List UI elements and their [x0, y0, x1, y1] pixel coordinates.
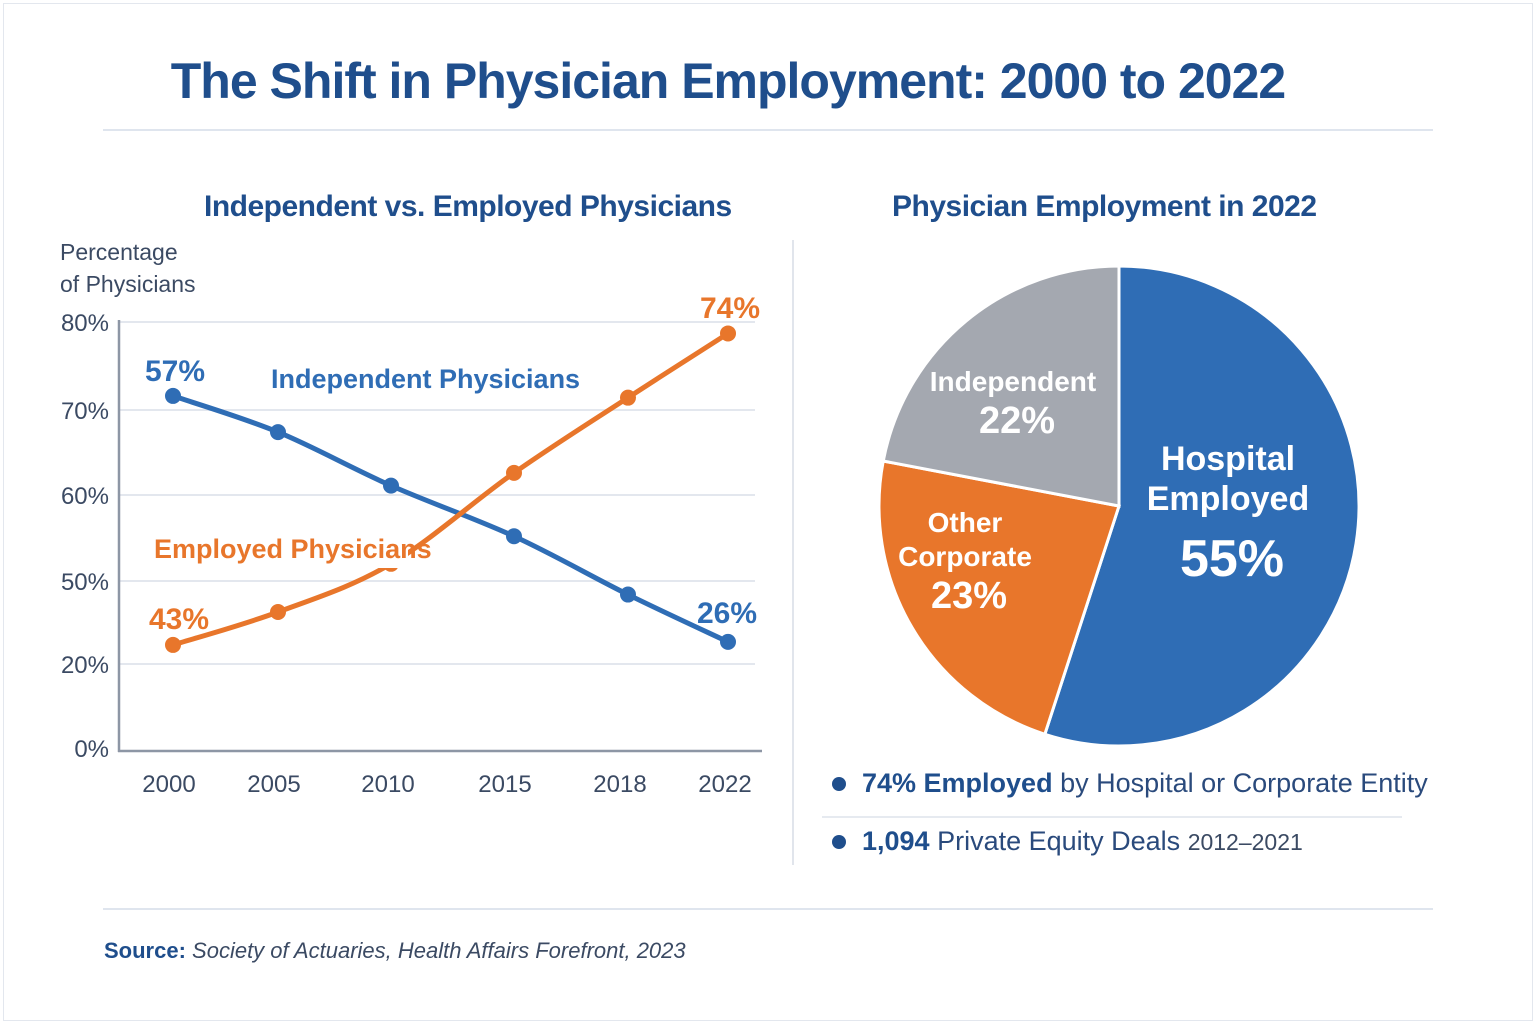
employed-end-label: 74% — [700, 292, 760, 325]
x-tick-label: 2010 — [361, 771, 414, 798]
pie-slice-label: Hospital — [1161, 440, 1295, 478]
bullet-bold: 1,094 — [862, 826, 930, 856]
bullet-text: Private Equity Deals — [929, 826, 1188, 856]
bullet-dot-icon — [832, 834, 846, 849]
bullet-employed: 74% Employed by Hospital or Corporate En… — [832, 768, 1428, 799]
pie-slice-label: Other — [928, 507, 1003, 538]
pie-slice — [881, 264, 1121, 508]
source-text: Society of Actuaries, Health Affairs For… — [185, 938, 686, 963]
pie-slice-value: 23% — [931, 575, 1007, 617]
y-axis-label: Percentage of Physicians — [60, 236, 196, 300]
x-tick-label: 2018 — [593, 771, 646, 798]
y-tick-label: 70% — [61, 398, 109, 425]
independent-series-label: Independent Physicians — [271, 364, 580, 394]
x-tick-label: 2015 — [478, 771, 531, 798]
bullet-small: 2012–2021 — [1187, 829, 1303, 855]
pie-slice-label: Corporate — [898, 541, 1032, 572]
independent-point — [270, 424, 286, 441]
bullet-dot-icon — [832, 776, 846, 791]
y-axis-label-line: Percentage — [60, 239, 178, 265]
employed-start-label: 43% — [149, 603, 209, 636]
pie-slice — [1042, 264, 1361, 748]
employed-point — [270, 603, 286, 620]
pie-slice-value: 55% — [1180, 530, 1284, 588]
source-note: Source: Society of Actuaries, Health Aff… — [104, 938, 686, 964]
y-tick-label: 50% — [61, 569, 109, 596]
employed-point — [720, 325, 736, 342]
bullet-divider — [822, 816, 1402, 818]
y-tick-label: 60% — [61, 483, 109, 510]
x-tick-label: 2000 — [142, 771, 195, 798]
footer-divider — [103, 908, 1433, 910]
page-title: The Shift in Physician Employment: 2000 … — [170, 53, 1286, 109]
x-tick-label: 2022 — [698, 771, 751, 798]
infographic-frame — [3, 3, 1533, 1021]
independent-point — [620, 586, 636, 603]
y-tick-label: 0% — [74, 736, 109, 763]
x-tick-label: 2005 — [247, 771, 300, 798]
section-divider — [792, 240, 794, 865]
employed-point — [506, 464, 522, 481]
label-background — [150, 530, 408, 568]
bullet-bold: 74% Employed — [862, 768, 1053, 798]
y-tick-label: 80% — [61, 310, 109, 337]
independent-point — [506, 528, 522, 545]
independent-point — [720, 633, 736, 650]
employed-series-label: Employed Physicians — [154, 534, 432, 564]
line-chart-title: Independent vs. Employed Physicians — [204, 190, 732, 223]
pie-slice-label: Employed — [1147, 480, 1309, 518]
independent-start-label: 57% — [145, 355, 205, 388]
y-tick-label: 20% — [61, 652, 109, 679]
bullet-pe-deals: 1,094 Private Equity Deals 2012–2021 — [832, 826, 1303, 857]
independent-point — [383, 477, 399, 494]
independent-end-label: 26% — [697, 597, 757, 630]
y-axis-label-line: of Physicians — [60, 271, 196, 297]
bullet-text: by Hospital or Corporate Entity — [1052, 768, 1428, 798]
source-label: Source: — [104, 938, 186, 963]
employed-point — [620, 389, 636, 406]
independent-point — [165, 387, 181, 404]
pie-slice-label: Independent — [930, 366, 1096, 397]
pie-slice-value: 22% — [979, 400, 1055, 442]
title-divider — [103, 129, 1433, 131]
employed-point — [165, 636, 181, 653]
pie-chart-title: Physician Employment in 2022 — [892, 190, 1317, 223]
pie-slice — [877, 459, 1121, 737]
